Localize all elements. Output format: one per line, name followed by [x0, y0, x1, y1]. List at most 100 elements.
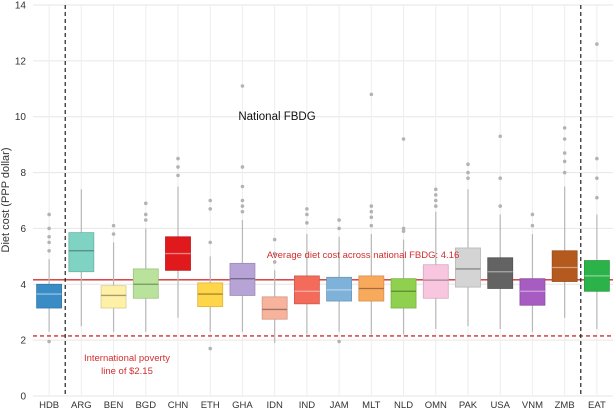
box-iqr	[229, 262, 256, 296]
boxes	[36, 42, 610, 351]
y-tick-label: 12	[15, 56, 27, 67]
box-vnm	[519, 212, 546, 332]
outlier-point	[176, 156, 180, 161]
x-tick-label: ZMB	[555, 400, 575, 410]
y-tick-label: 4	[20, 280, 26, 291]
outlier-point	[433, 198, 438, 203]
outlier-point	[240, 198, 245, 203]
outlier-point	[498, 134, 503, 139]
outlier-point	[208, 198, 213, 203]
y-tick-label: 0	[20, 392, 26, 403]
outlier-point	[176, 165, 180, 169]
outlier-point	[47, 226, 51, 231]
outlier-point	[143, 201, 148, 206]
poverty-line-label-2: line of $2.15	[101, 366, 153, 377]
box-jam	[326, 218, 353, 344]
outlier-point	[111, 232, 116, 236]
outlier-point	[433, 193, 438, 197]
outlier-point	[47, 212, 51, 217]
outlier-point	[433, 204, 438, 208]
poverty-line-label-1: International poverty	[84, 353, 170, 364]
outlier-point	[369, 223, 374, 228]
box-ind	[293, 207, 320, 335]
outlier-point	[240, 165, 245, 169]
box-zmb	[551, 126, 578, 318]
x-tick-label: NLD	[394, 400, 413, 410]
box-iqr	[487, 257, 514, 289]
outlier-point	[595, 42, 599, 46]
outlier-point	[530, 223, 535, 228]
outlier-point	[369, 204, 374, 208]
outlier-point	[240, 184, 245, 189]
outlier-point	[369, 215, 374, 220]
box-omn	[422, 187, 449, 329]
outlier-point	[240, 204, 245, 208]
outlier-point	[498, 204, 503, 208]
outlier-point	[47, 339, 51, 344]
y-tick-label: 8	[20, 168, 26, 179]
average-line-label: Average diet cost across national FBDG: …	[267, 250, 460, 261]
x-axis-ticks: HDB ARG BEN BGD CHN ETH GHA IDN IND JAM MLT NLD OMN P…	[39, 400, 606, 410]
outlier-point	[369, 209, 374, 214]
outlier-point	[208, 207, 213, 211]
y-axis-ticks: 0 2 4 6 8 10 12 14	[15, 1, 27, 403]
box-chn	[165, 156, 191, 318]
outlier-point	[240, 209, 245, 214]
outlier-point	[47, 248, 51, 253]
x-tick-label: MLT	[362, 400, 380, 410]
box-hdb	[36, 212, 63, 344]
x-tick-label: EAT	[588, 400, 606, 410]
outlier-point	[47, 240, 51, 245]
outlier-point	[143, 212, 148, 217]
y-tick-label: 14	[15, 1, 27, 12]
outlier-point	[272, 260, 277, 264]
box-eth	[197, 198, 224, 351]
y-axis-title: Diet cost (PPP dollar)	[0, 148, 12, 253]
outlier-point	[401, 229, 406, 234]
box-usa	[487, 134, 514, 329]
outlier-point	[562, 170, 567, 175]
x-tick-label: OMN	[425, 400, 447, 410]
box-iqr	[68, 232, 95, 273]
box-iqr	[197, 282, 224, 308]
outlier-point	[272, 251, 277, 256]
box-arg	[68, 189, 95, 327]
box-eat	[583, 42, 610, 329]
x-tick-label: ARG	[71, 400, 92, 410]
outlier-point	[240, 84, 245, 88]
box-pak	[455, 162, 481, 327]
outlier-point	[595, 195, 599, 200]
outlier-point	[433, 187, 438, 192]
outlier-point	[305, 212, 309, 217]
outlier-point	[530, 212, 535, 217]
box-iqr	[132, 268, 159, 299]
outlier-point	[272, 237, 277, 242]
box-iqr	[390, 278, 417, 309]
box-idn	[261, 237, 288, 343]
outlier-point	[562, 159, 567, 164]
group-separators	[64, 5, 582, 396]
reference-lines	[33, 279, 613, 337]
x-tick-label: GHA	[232, 400, 253, 410]
x-tick-label: PAK	[459, 400, 478, 410]
outlier-point	[176, 173, 180, 178]
outlier-point	[369, 92, 374, 97]
box-iqr	[326, 276, 353, 302]
outlier-point	[337, 226, 341, 231]
outlier-point	[595, 176, 599, 180]
x-tick-label: VNM	[522, 400, 543, 410]
fbdg-group-title: National FBDG	[238, 111, 315, 123]
outlier-point	[305, 221, 309, 225]
outlier-point	[498, 176, 503, 180]
outlier-point	[401, 226, 406, 231]
y-tick-label: 6	[20, 224, 26, 235]
x-tick-label: CHN	[168, 400, 189, 410]
box-iqr	[293, 275, 320, 305]
box-iqr	[36, 283, 63, 309]
outlier-point	[595, 156, 599, 161]
box-iqr	[455, 247, 481, 288]
outlier-point	[466, 162, 470, 166]
x-tick-label: HDB	[39, 400, 59, 410]
outlier-point	[47, 235, 51, 239]
outlier-point	[337, 218, 341, 222]
